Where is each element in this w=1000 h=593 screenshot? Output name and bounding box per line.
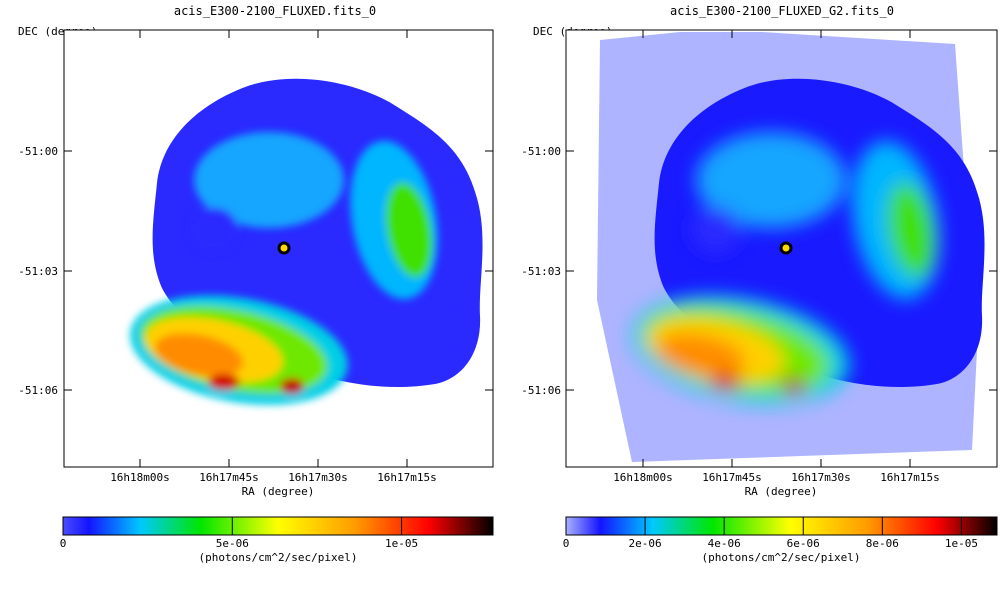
panel-2-xtick-label: 16h17m30s [791, 471, 851, 484]
panel-1: acis_E300-2100_FLUXED.fits_0 DEC (degree… [18, 4, 494, 564]
colorbar-tick-label: 6e-06 [787, 537, 820, 550]
panel-2-title: acis_E300-2100_FLUXED_G2.fits_0 [670, 4, 894, 18]
panel-1-colorbar-ticks: 0 5e-06 1e-05 [60, 517, 418, 550]
panel-1-xtick-label: 16h18m00s [110, 471, 170, 484]
colorbar-tick-label: 4e-06 [708, 537, 741, 550]
panel-2-xtick-label: 16h17m45s [702, 471, 762, 484]
panel-2-xlabel: RA (degree) [745, 485, 818, 498]
panel-2-colorbar-label: (photons/cm^2/sec/pixel) [702, 551, 861, 564]
panel-1-xtick-label: 16h17m45s [199, 471, 259, 484]
panel-2-colorbar-ticks: 0 2e-06 4e-06 6e-06 8e-06 1e-05 [563, 517, 978, 550]
colorbar-tick-label: 1e-05 [385, 537, 418, 550]
colorbar-tick-label: 0 [60, 537, 67, 550]
panel-1-title: acis_E300-2100_FLUXED.fits_0 [174, 4, 376, 18]
panel-2-xtick-label: 16h18m00s [613, 471, 673, 484]
panel-1-x-ticks: 16h18m00s 16h17m45s 16h17m30s 16h17m15s [110, 30, 437, 484]
panel-2-colorbar-gradient [565, 516, 998, 536]
colorbar-tick-label: 0 [563, 537, 570, 550]
panel-1-xtick-label: 16h17m15s [377, 471, 437, 484]
panel-1-y-ticks: -51:00 -51:03 -51:06 [18, 145, 493, 397]
panel-2-ytick-label: -51:03 [521, 265, 561, 278]
panel-2-point-source [779, 241, 793, 255]
panel-1-xlabel: RA (degree) [242, 485, 315, 498]
panel-1-colorbar: 0 5e-06 1e-05 (photons/cm^2/sec/pixel) [60, 516, 494, 564]
panel-2-ytick-label: -51:00 [521, 145, 561, 158]
panel-2-y-ticks: -51:00 -51:03 -51:06 [521, 145, 997, 397]
panel-2-image [597, 32, 985, 462]
panel-2: acis_E300-2100_FLUXED_G2.fits_0 DEC (deg… [521, 4, 998, 564]
panel-1-ytick-label: -51:00 [18, 145, 58, 158]
colorbar-tick-label: 1e-05 [945, 537, 978, 550]
panel-2-x-ticks: 16h18m00s 16h17m45s 16h17m30s 16h17m15s [613, 30, 940, 484]
colorbar-tick-label: 8e-06 [866, 537, 899, 550]
panel-1-image [95, 32, 483, 462]
panel-1-xtick-label: 16h17m30s [288, 471, 348, 484]
panel-2-ytick-label: -51:06 [521, 384, 561, 397]
colorbar-tick-label: 5e-06 [216, 537, 249, 550]
panel-2-colorbar: 0 2e-06 4e-06 6e-06 8e-06 1e-05 (photons/cm^2… [563, 516, 998, 564]
panel-1-colorbar-label: (photons/cm^2/sec/pixel) [199, 551, 358, 564]
colorbar-tick-label: 2e-06 [629, 537, 662, 550]
panel-1-ytick-label: -51:06 [18, 384, 58, 397]
panel-1-colorbar-gradient [62, 516, 494, 536]
panel-2-xtick-label: 16h17m15s [880, 471, 940, 484]
panel-1-ytick-label: -51:03 [18, 265, 58, 278]
panel-1-point-source [277, 241, 291, 255]
